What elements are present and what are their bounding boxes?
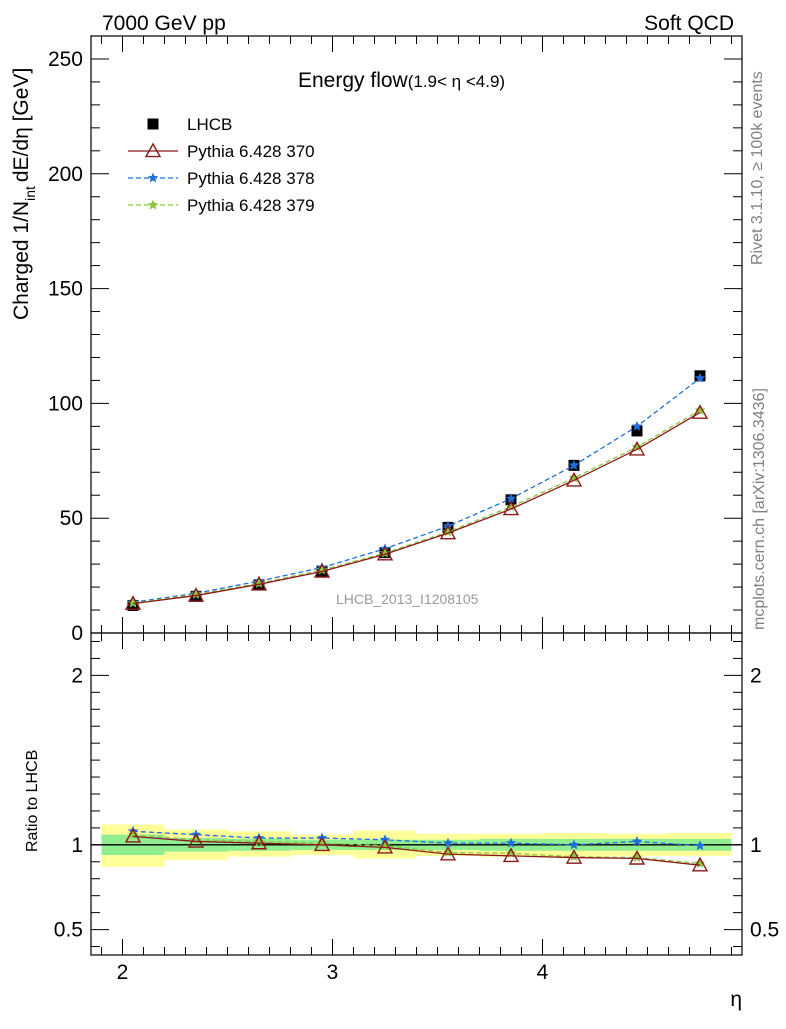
ratio-pythia-6-428-370-line xyxy=(132,835,701,866)
pythia-6-428-379-point xyxy=(568,472,580,483)
pythia-6-428-379-line xyxy=(132,409,701,604)
ratio-pythia-6-428-379-point xyxy=(568,851,580,862)
pythia-6-428-370-point xyxy=(313,563,331,578)
main-y-tick-label: 150 xyxy=(48,278,83,301)
main-data-series xyxy=(124,370,709,611)
ratio-plot-frame xyxy=(90,632,743,956)
pythia-6-428-378-point xyxy=(694,372,706,383)
legend-pythia-6-428-370-marker xyxy=(144,142,162,158)
ratio-axes: 0.5 0.5 1 1 2 2 2 3 4 xyxy=(54,633,779,984)
pythia-6-428-370-line xyxy=(132,412,701,605)
ratio-pythia-6-428-378-point xyxy=(694,840,706,851)
main-y-axis-label: Charged 1/NintdE/dη [GeV] xyxy=(10,68,38,320)
ratio-pythia-6-428-370-point xyxy=(628,849,646,865)
ratio-pythia-6-428-370-point xyxy=(187,833,205,848)
pythia-6-428-370-point xyxy=(250,575,268,591)
main-y-tick-label: 200 xyxy=(48,163,83,186)
legend-pythia-6-428-379-marker xyxy=(147,199,159,210)
ratio-pythia-6-428-378-point xyxy=(505,837,517,848)
ratio-y-tick-label-right: 2 xyxy=(750,664,762,687)
main-axes: 0 50 100 150 200 250 xyxy=(48,35,742,645)
ratio-pythia-6-428-370-point xyxy=(502,847,520,863)
pythia-6-428-379-point xyxy=(694,404,706,415)
ratio-pythia-6-428-370-point xyxy=(691,856,709,872)
pythia-6-428-370-point xyxy=(376,545,394,561)
ratio-y-tick-label: 0.5 xyxy=(54,919,83,942)
ratio-pythia-6-428-378-line xyxy=(132,830,701,847)
ratio-y-tick-label-right: 1 xyxy=(750,834,762,857)
ratio-data-series xyxy=(124,825,709,872)
ratio-pythia-6-428-370-point xyxy=(376,838,394,854)
ratio-pythia-6-428-378-point xyxy=(568,839,580,850)
ratio-pythia-6-428-370-point xyxy=(250,834,268,850)
ratio-pythia-6-428-378-point xyxy=(631,835,643,846)
chart-title: Energy flow(1.9< η <4.9) xyxy=(298,69,505,92)
main-y-tick-label: 250 xyxy=(48,48,83,71)
pythia-6-428-378-point xyxy=(631,420,643,431)
mcplots-reference-note: mcplots.cern.ch [arXiv:1306.3436] xyxy=(751,388,768,630)
legend-pythia-6-428-378-marker xyxy=(147,172,159,183)
ratio-pythia-6-428-378-point xyxy=(442,837,454,848)
x-axis-label: η xyxy=(730,988,742,1011)
x-tick-label: 4 xyxy=(537,961,549,984)
lhcb-point xyxy=(631,425,643,437)
main-y-tick-label: 0 xyxy=(71,622,83,645)
pythia-6-428-370-point xyxy=(691,404,709,419)
main-y-tick-label: 100 xyxy=(48,392,83,415)
pythia-6-428-370-point xyxy=(502,500,520,516)
x-tick-label: 2 xyxy=(117,961,129,984)
pythia-6-428-379-point xyxy=(505,501,517,512)
ratio-pythia-6-428-370-point xyxy=(565,849,583,864)
header-energy-label: 7000 GeV pp xyxy=(102,12,226,35)
pythia-6-428-379-point xyxy=(127,597,139,608)
ratio-y-tick-label: 1 xyxy=(71,834,83,857)
rivet-version-note: Rivet 3.1.10, ≥ 100k events xyxy=(749,71,766,265)
pythia-6-428-370-point xyxy=(565,471,583,487)
pythia-6-428-378-line xyxy=(132,377,701,603)
ratio-pythia-6-428-370-point xyxy=(124,827,142,843)
legend-pythia-6-428-379-label: Pythia 6.428 379 xyxy=(187,196,315,215)
ratio-pythia-6-428-370-point xyxy=(439,845,457,861)
pythia-6-428-379-point xyxy=(631,441,643,452)
x-tick-label: 3 xyxy=(327,961,339,984)
ratio-pythia-6-428-370-point xyxy=(313,836,331,852)
analysis-watermark: LHCB_2013_I1208105 xyxy=(336,591,479,607)
pythia-6-428-378-point xyxy=(505,493,517,504)
pythia-6-428-370-point xyxy=(439,524,457,540)
legend: LHCB Pythia 6.428 370 Pythia 6.428 378 Pyth… xyxy=(128,115,315,215)
legend-pythia-6-428-370-label: Pythia 6.428 370 xyxy=(187,142,315,161)
ratio-pythia-6-428-379-line xyxy=(132,834,701,865)
legend-pythia-6-428-378-label: Pythia 6.428 378 xyxy=(187,169,315,188)
header-category-label: Soft QCD xyxy=(644,12,734,35)
pythia-6-428-378-point xyxy=(568,459,580,470)
legend-lhcb-marker xyxy=(147,118,159,130)
pythia-6-428-370-point xyxy=(124,595,142,610)
pythia-6-428-370-point xyxy=(187,587,205,602)
pythia-6-428-370-point xyxy=(628,440,646,456)
ratio-y-tick-label-right: 0.5 xyxy=(750,919,779,942)
ratio-pythia-6-428-379-point xyxy=(631,852,643,862)
ratio-y-axis-label: Ratio to LHCB xyxy=(24,750,41,852)
legend-lhcb-label: LHCB xyxy=(187,115,232,134)
main-y-tick-label: 50 xyxy=(60,507,83,530)
ratio-y-tick-label: 2 xyxy=(71,664,83,687)
